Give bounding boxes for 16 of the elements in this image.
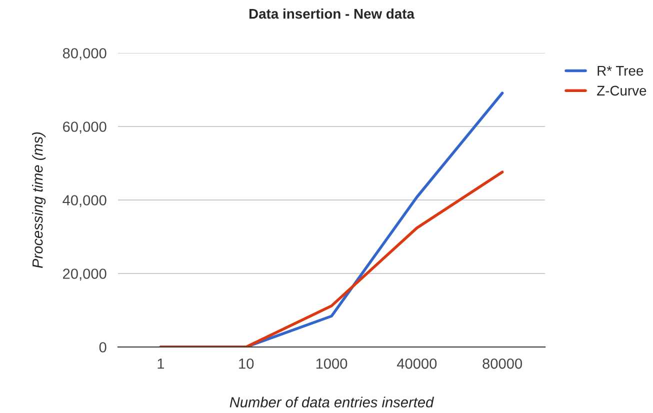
legend-label: Z-Curve <box>597 86 646 96</box>
x-tick-label: 40000 <box>396 358 437 369</box>
x-tick-label: 10 <box>239 358 254 369</box>
x-axis-title: Number of data entries inserted <box>230 396 434 408</box>
y-tick-label: 20,000 <box>63 268 106 281</box>
y-tick-label: 0 <box>99 342 106 352</box>
x-tick-label: 80000 <box>482 358 522 369</box>
y-tick-label: 60,000 <box>63 122 106 134</box>
y-axis-title: Processing time (ms) <box>32 132 46 268</box>
line-series <box>159 170 504 347</box>
legend-label: R* Tree <box>598 66 644 76</box>
x-tick-label: 1 <box>158 358 164 369</box>
chart-title: Data insertion - New data <box>249 8 415 19</box>
y-tick-label: 80,000 <box>62 48 106 60</box>
y-tick-label: 40,000 <box>62 195 106 208</box>
x-tick-label: 1000 <box>316 358 348 369</box>
